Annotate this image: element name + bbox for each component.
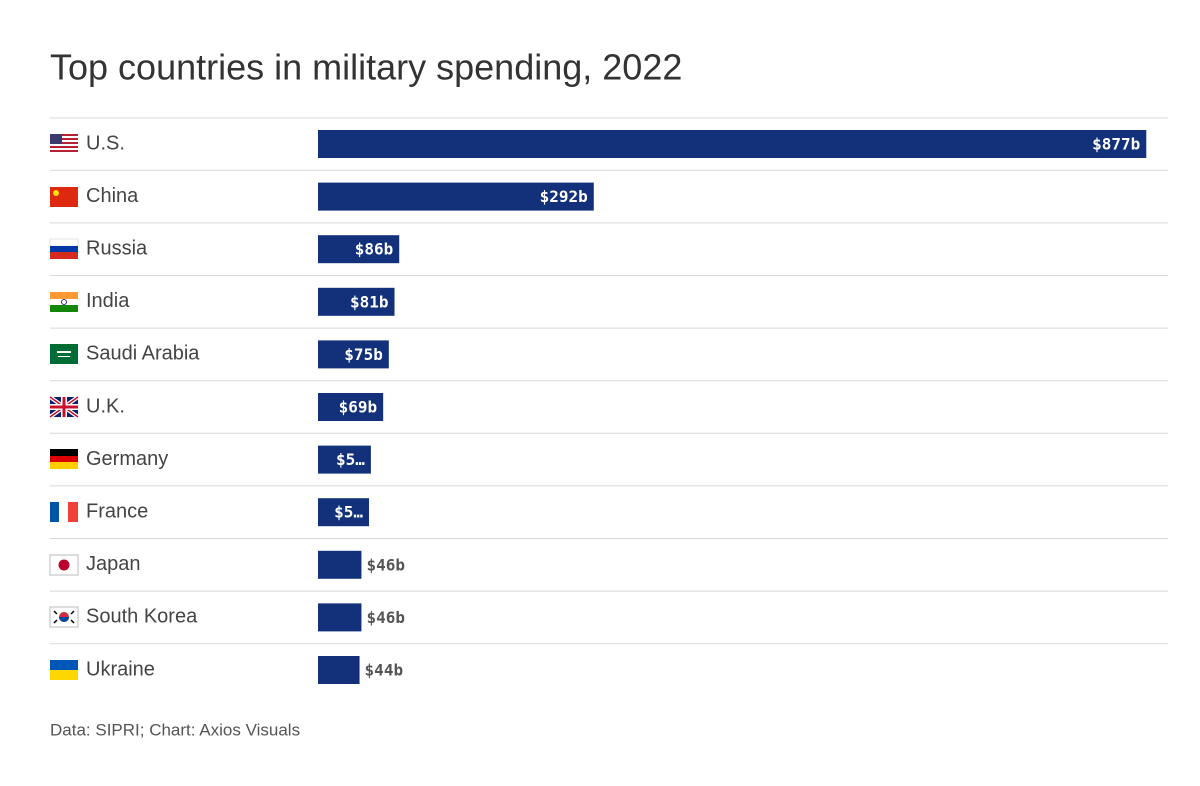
category-label: Ukraine — [86, 658, 155, 680]
flag-south-korea — [49, 606, 79, 628]
source: Data: SIPRI; Chart: Axios Visuals — [50, 720, 300, 739]
flags — [48, 134, 80, 680]
category-label: Saudi Arabia — [86, 343, 200, 365]
value-label: $75b — [344, 345, 383, 364]
bar — [318, 550, 362, 579]
flag-uk — [48, 395, 80, 419]
category-label: Russia — [86, 237, 148, 259]
bar — [318, 498, 369, 527]
bar — [318, 393, 384, 421]
chart-title: Top countries in military spending, 2022 — [50, 47, 682, 88]
value-label: $292b — [540, 187, 588, 206]
flag-saudi — [50, 344, 78, 364]
flag-us — [50, 134, 78, 154]
flag-ukraine — [50, 660, 78, 680]
value-label: $86b — [355, 240, 394, 259]
category-label: Germany — [86, 448, 168, 470]
value-label: $69b — [339, 398, 378, 417]
value-label: $46b — [366, 608, 405, 627]
flag-russia — [49, 238, 79, 259]
flag-germany — [50, 449, 78, 469]
value-label: $81b — [350, 292, 389, 311]
category-label: India — [86, 290, 130, 312]
category-label: China — [86, 185, 139, 207]
category-label: U.S. — [86, 132, 125, 154]
flag-france — [50, 502, 78, 522]
flag-india — [50, 292, 78, 312]
value-label: $5… — [334, 503, 363, 522]
bar — [318, 182, 594, 211]
flag-japan — [49, 554, 79, 576]
bar — [318, 235, 400, 264]
category-label: U.K. — [86, 395, 125, 417]
category-label: South Korea — [86, 606, 198, 628]
bar — [318, 130, 1147, 158]
bar — [318, 603, 362, 632]
value-label: $5… — [336, 450, 365, 469]
value-label: $46b — [366, 555, 405, 574]
flag-china — [50, 187, 78, 207]
bar — [318, 445, 371, 474]
bar — [318, 656, 360, 684]
bar — [318, 287, 395, 316]
value-label: $877b — [1092, 135, 1140, 154]
value-label: $44b — [365, 661, 404, 680]
bar — [318, 340, 389, 369]
category-label: Japan — [86, 553, 141, 575]
category-label: France — [86, 500, 148, 522]
